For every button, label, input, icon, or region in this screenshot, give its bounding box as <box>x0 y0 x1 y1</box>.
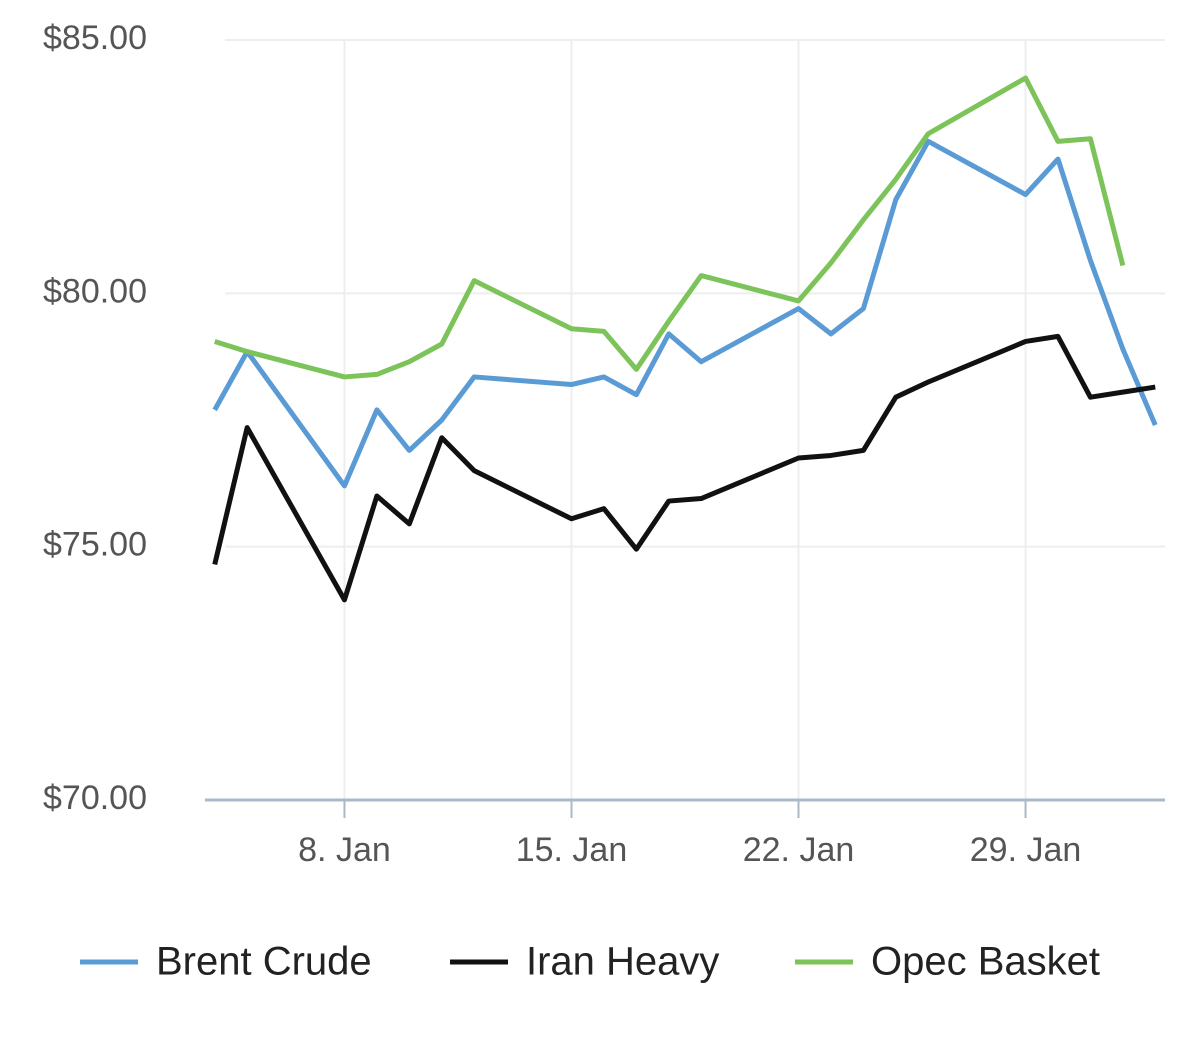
y-tick-label: $80.00 <box>43 272 147 310</box>
y-tick-label: $70.00 <box>43 779 147 817</box>
x-tick-label: 22. Jan <box>743 831 855 869</box>
y-tick-label: $85.00 <box>43 19 147 57</box>
y-tick-label: $75.00 <box>43 526 147 564</box>
x-tick-label: 8. Jan <box>298 831 391 869</box>
series-line <box>212 333 1156 603</box>
legend-label: Iran Heavy <box>526 940 719 984</box>
x-tick-label: 15. Jan <box>516 831 628 869</box>
x-tick-label: 29. Jan <box>970 831 1082 869</box>
legend-label: Opec Basket <box>871 940 1100 984</box>
legend-label: Brent Crude <box>156 940 372 984</box>
series-line <box>212 138 1158 489</box>
series-line <box>213 75 1126 380</box>
